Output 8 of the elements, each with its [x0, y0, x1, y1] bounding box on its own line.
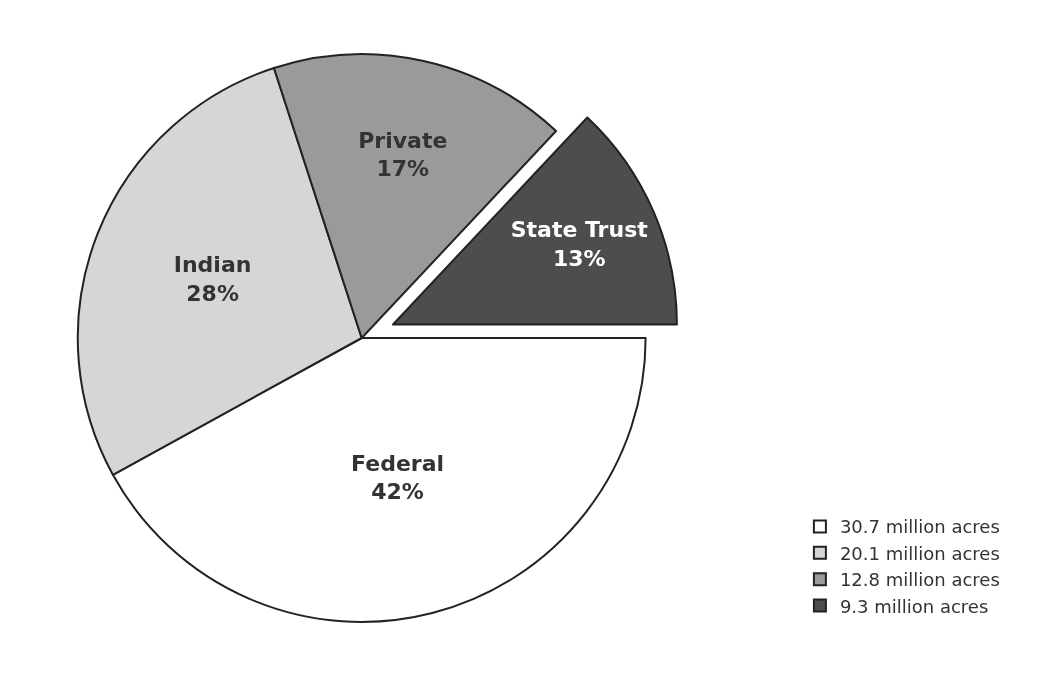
data-label: Federal 42%: [351, 450, 445, 505]
data-label: State Trust 13%: [510, 216, 649, 271]
legend-label: 12.8 million acres: [839, 569, 1000, 591]
legend-label: 20.1 million acres: [839, 542, 1000, 564]
data-label: Indian 28%: [173, 252, 252, 306]
legend-label: 30.7 million acres: [839, 516, 1000, 538]
legend-label: 9.3 million acres: [839, 595, 989, 617]
data-label: Private 17%: [358, 127, 448, 182]
